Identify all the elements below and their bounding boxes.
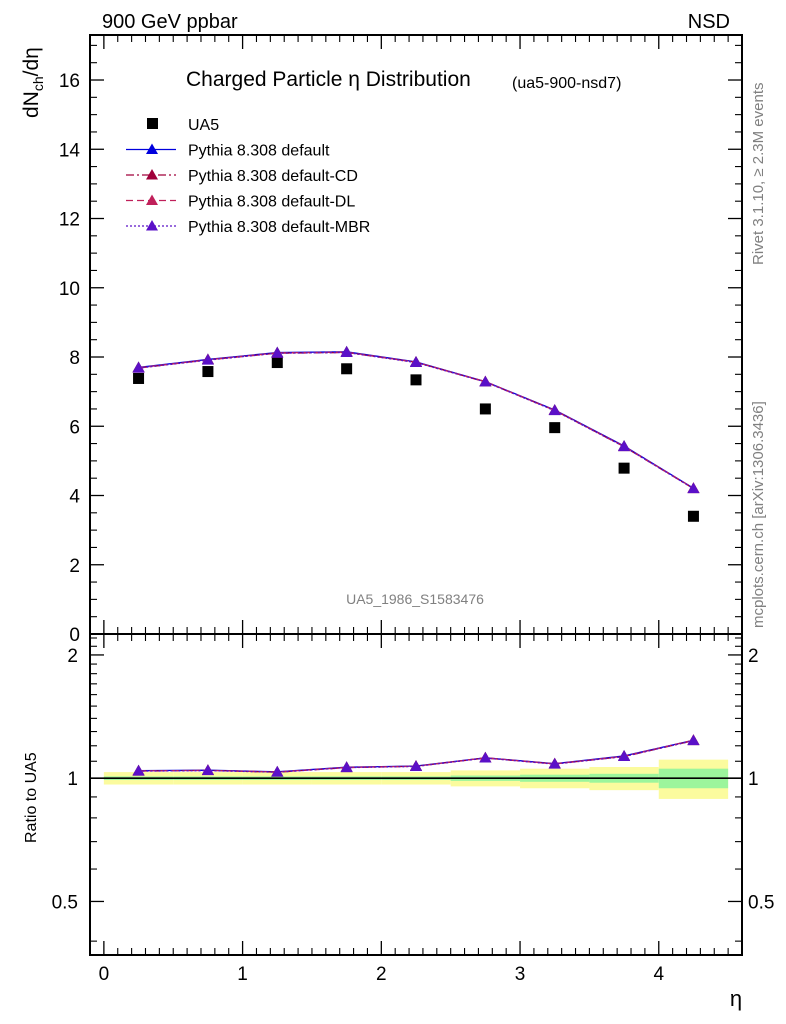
main-y-tick-label: 2 <box>69 556 80 577</box>
mc-series-marker <box>687 482 700 494</box>
ratio-series-marker <box>271 766 284 777</box>
ratio-y-tick-label: 0.5 <box>52 892 78 913</box>
legend-label: Pythia 8.308 default <box>188 143 330 160</box>
ua5-data-point <box>341 363 353 375</box>
ratio-axis-title: Ratio to UA5 <box>23 752 40 843</box>
data-series <box>132 345 700 522</box>
legend-label: UA5 <box>188 117 219 134</box>
x-tick-label: 2 <box>376 964 387 985</box>
ua5-data-point <box>133 372 145 384</box>
main-y-tick-label: 12 <box>59 210 80 231</box>
main-y-tick-label: 8 <box>69 348 80 369</box>
ratio-series-marker <box>132 765 145 776</box>
legend: UA5 Pythia 8.308 default Pythia 8.308 defa… <box>126 117 370 236</box>
analysis-watermark: UA5_1986_S1583476 <box>346 591 484 607</box>
ratio-panel-frame <box>89 633 743 956</box>
main-y-tick-label: 14 <box>59 140 81 161</box>
mc-series-marker <box>479 375 492 387</box>
mcplots-label: mcplots.cern.ch [arXiv:1306.3436] <box>750 401 767 628</box>
mc-series-marker <box>132 362 145 373</box>
x-tick-label: 0 <box>99 964 110 985</box>
y-axis-title-sub: ch <box>30 76 46 91</box>
ratio-series-marker <box>340 761 353 773</box>
x-tick-label: 1 <box>237 964 248 985</box>
legend-marker-triangle <box>146 194 158 205</box>
mc-series-marker <box>548 404 561 416</box>
ua5-data-point <box>549 422 561 434</box>
ratio-y-tick-label: 1 <box>67 769 78 790</box>
ratio-y-tick-label: 2 <box>67 646 78 667</box>
ua5-data-point <box>687 510 699 522</box>
legend-label: Pythia 8.308 default-CD <box>188 168 358 185</box>
main-y-tick-label: 6 <box>69 417 80 438</box>
ratio-series <box>132 734 700 777</box>
ratio-uncertainty-bands <box>90 759 742 799</box>
ratio-series-marker <box>687 734 700 746</box>
mc-series-line <box>138 351 694 489</box>
ratio-series-marker <box>548 758 561 769</box>
rivet-label: Rivet 3.1.10, ≥ 2.3M events <box>750 83 767 266</box>
legend-label: Pythia 8.308 default-MBR <box>188 219 370 236</box>
legend-marker-triangle <box>146 169 158 180</box>
legend-marker-square <box>147 118 158 129</box>
ratio-series-marker <box>201 764 214 776</box>
mc-series-line <box>138 351 694 489</box>
x-tick-label: 4 <box>653 964 664 985</box>
ratio-series-marker <box>618 750 631 762</box>
main-y-tick-label: 0 <box>69 625 80 646</box>
x-tick-label: 3 <box>515 964 526 985</box>
y-axis-title-tail: /dη <box>20 47 43 76</box>
ua5-data-point <box>618 462 630 474</box>
y-axis-title: dNch/dη <box>20 47 46 118</box>
ua5-data-point <box>410 374 422 386</box>
mc-series-marker <box>618 440 631 452</box>
energy-label: 900 GeV ppbar <box>102 11 238 33</box>
legend-marker-triangle <box>146 143 158 154</box>
ua5-data-point <box>271 357 283 369</box>
plot-title: Charged Particle η Distribution <box>186 68 471 91</box>
mc-series-marker <box>201 354 214 365</box>
ratio-y-tick-label-right: 0.5 <box>748 892 774 913</box>
x-axis-title: η <box>730 986 742 1011</box>
mc-series-marker <box>340 346 353 358</box>
svg-text:dNch/dη: dNch/dη <box>20 47 46 118</box>
main-y-tick-label: 4 <box>69 487 80 508</box>
main-y-tick-label: 16 <box>59 71 80 92</box>
main-y-tick-label: 10 <box>59 279 80 300</box>
ratio-series-marker <box>410 760 422 771</box>
legend-label: Pythia 8.308 default-DL <box>188 194 355 211</box>
mc-series-marker <box>271 347 284 358</box>
mc-series-line <box>138 351 694 490</box>
mc-series-line <box>138 351 694 490</box>
ratio-y-tick-label-right: 2 <box>748 646 759 667</box>
analysis-tag: (ua5-900-nsd7) <box>512 75 621 92</box>
ua5-data-point <box>202 366 214 378</box>
legend-marker-triangle <box>146 220 158 231</box>
mc-series-marker <box>410 356 422 368</box>
ratio-series-marker <box>479 752 492 763</box>
ua5-data-point <box>479 403 491 415</box>
process-label: NSD <box>688 11 730 33</box>
ratio-y-tick-label-right: 1 <box>748 769 759 790</box>
y-axis-title-main: dN <box>20 91 43 118</box>
